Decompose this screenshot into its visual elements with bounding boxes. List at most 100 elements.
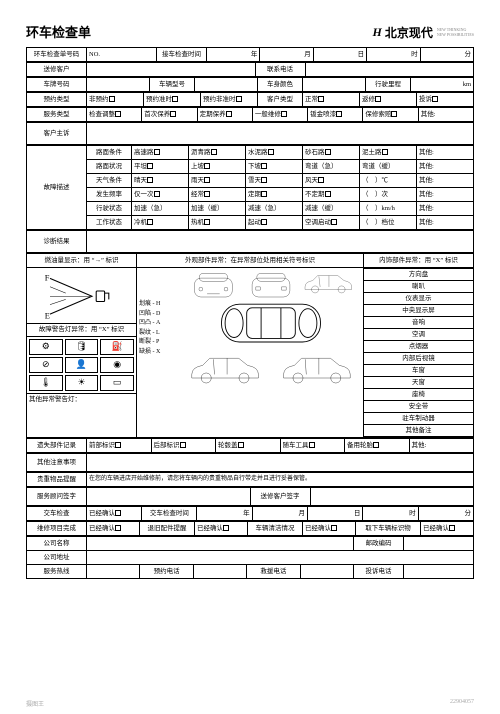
fault-opt[interactable]: 减速（缓）	[303, 202, 360, 216]
svg-text:F: F	[45, 274, 50, 283]
fault-opt[interactable]: （ ）次	[360, 188, 417, 202]
brand-sub: NEW THINKING NEW POSSIBILITIES	[437, 28, 474, 37]
interior-item[interactable]: 方向盘	[364, 269, 473, 281]
interior-item[interactable]: 空调	[364, 329, 473, 341]
fuel-gauge[interactable]: F E	[27, 268, 136, 324]
interior-item[interactable]: 天窗	[364, 377, 473, 389]
fault-opt[interactable]: 弯道（缓）	[360, 160, 417, 174]
fault-opt[interactable]: 不定期	[303, 188, 360, 202]
row-deliver: 交车检查 已经确认 交车检查时间 年 月 日 时 分	[26, 506, 474, 521]
fault-opt[interactable]: 定期	[246, 188, 303, 202]
engine-icon: ⚙	[29, 339, 63, 355]
fault-opt[interactable]: 其他:	[417, 160, 474, 174]
fault-opt[interactable]: 水泥路	[246, 146, 303, 160]
brake-icon: ⊘	[29, 357, 63, 373]
fault-opt[interactable]: 减速（急）	[246, 202, 303, 216]
fault-opt[interactable]: 晴天	[132, 174, 189, 188]
fault-opt[interactable]: 其他:	[417, 188, 474, 202]
header: 环车检查单 H 北京现代 NEW THINKING NEW POSSIBILIT…	[26, 22, 474, 41]
other-warn[interactable]: 其他异常警告灯：	[27, 393, 136, 407]
battery-icon: ▭	[100, 375, 134, 391]
phone-field[interactable]	[305, 63, 474, 77]
fault-opt[interactable]: 加速（急）	[132, 202, 189, 216]
inspection-area: 燃油量显示：用 “→” 标识 外观部件异常：在异常部位处用相关符号标识 内饰部件…	[26, 253, 474, 438]
hyundai-logo-icon: H	[372, 25, 380, 40]
car-svg	[181, 270, 361, 405]
row-docno: 环车检查单号码 NO. 接车检查时间 年 月 日 时 分	[26, 47, 474, 62]
car-diagrams[interactable]: 划痕 - H凹陷 - D凹凸 - A裂纹 - L断裂 - P缺损 - X	[137, 268, 364, 438]
fault-opt[interactable]: 起动	[246, 216, 303, 230]
fault-opt[interactable]: 风天	[303, 174, 360, 188]
interior-item[interactable]: 中央显示屏	[364, 305, 473, 317]
interior-item[interactable]: 点烟器	[364, 341, 473, 353]
fault-opt[interactable]: 其他:	[417, 146, 474, 160]
interior-item[interactable]: 喇叭	[364, 281, 473, 293]
row-sign: 服务顾问签字 送修客户签字	[26, 487, 474, 506]
interior-item[interactable]: 安全带	[364, 401, 473, 413]
row-booking-type: 预约类型 非预约 预约准时 预约非准时 客户类型 正常 返修 投诉	[26, 92, 474, 107]
diagnosis-field[interactable]	[87, 231, 474, 253]
row-complaint: 客户主诉	[26, 122, 474, 145]
damage-legend: 划痕 - H凹陷 - D凹凸 - A裂纹 - L断裂 - P缺损 - X	[139, 270, 177, 405]
brand: H 北京现代 NEW THINKING NEW POSSIBILITIES	[372, 24, 474, 41]
fault-opt[interactable]: 仅一次	[132, 188, 189, 202]
left-panel: F E 故障警告灯异常：用 “X” 标识 ⚙🛢⛽ ⊘👤◉ 🌡☀▭	[27, 268, 137, 438]
watermark-footer: 摄图王22904057	[26, 699, 474, 708]
fault-row-head: 路面条件	[87, 146, 132, 160]
fault-grid: 故障描述路面条件高速路沥青路水泥路砂石路泥土路其他:路面状况平坦上坡下坡弯道（急…	[26, 145, 474, 230]
svg-text:E: E	[45, 311, 50, 320]
row-company: 公司名称 邮政编码 公司地址 服务热线 预约电话 救援电话 投诉电话	[26, 536, 474, 579]
remind-field[interactable]	[87, 454, 474, 472]
fault-opt[interactable]: 泥土路	[360, 146, 417, 160]
fault-row-head: 行驶状态	[87, 202, 132, 216]
fault-opt[interactable]: 冷机	[132, 216, 189, 230]
warning-lights[interactable]: ⚙🛢⛽ ⊘👤◉ 🌡☀▭	[27, 337, 136, 393]
row-final: 维修项目完成已经确认 退旧配件提醒已经确认 车辆清洁情况已经确认 取下车辆标识物…	[26, 521, 474, 536]
interior-item[interactable]: 其他备注	[364, 425, 473, 437]
fault-opt[interactable]: 高速路	[132, 146, 189, 160]
fault-opt[interactable]: 经常	[189, 188, 246, 202]
fault-opt[interactable]: 沥青路	[189, 146, 246, 160]
fault-opt[interactable]: 空调启动	[303, 216, 360, 230]
fault-opt[interactable]: （ ）℃	[360, 174, 417, 188]
fault-opt[interactable]: 砂石路	[303, 146, 360, 160]
interior-item[interactable]: 座椅	[364, 389, 473, 401]
airbag-icon: ◉	[100, 357, 134, 373]
complaint-field[interactable]	[87, 123, 474, 145]
fault-opt[interactable]: 其他:	[417, 216, 474, 230]
fault-row-head: 工作状态	[87, 216, 132, 230]
fault-row-head: 天气条件	[87, 174, 132, 188]
fault-row-head: 路面状况	[87, 160, 132, 174]
interior-item[interactable]: 车窗	[364, 365, 473, 377]
fault-opt[interactable]: （ ）档位	[360, 216, 417, 230]
light-icon: ☀	[65, 375, 99, 391]
interior-item[interactable]: 音响	[364, 317, 473, 329]
fault-opt[interactable]: 其他:	[417, 202, 474, 216]
fault-opt[interactable]: 加速（缓）	[189, 202, 246, 216]
fault-opt[interactable]: 其他:	[417, 174, 474, 188]
interior-item[interactable]: 驻车制动器	[364, 413, 473, 425]
row-lost: 遗失部件记录 前部标识 后部标识 轮毂盖 随车工具 备用轮胎 其他:	[26, 438, 474, 453]
interior-item[interactable]: 内部后视镜	[364, 353, 473, 365]
interior-item[interactable]: 仪表显示	[364, 293, 473, 305]
docno-field[interactable]: NO.	[87, 48, 157, 62]
fault-opt[interactable]: 雪天	[246, 174, 303, 188]
fault-opt[interactable]: 弯道（急）	[303, 160, 360, 174]
row-valuables: 贵重物品提醒 在您的车辆进店开始维修前，请您将车辆内的贵重物品自行带走并且进行妥…	[26, 472, 474, 487]
fault-row-head: 发生频率	[87, 188, 132, 202]
temp-icon: 🌡	[29, 375, 63, 391]
fault-side: 故障描述	[27, 146, 87, 230]
recv-label: 接车检查时间	[157, 48, 207, 62]
fault-opt[interactable]: 上坡	[189, 160, 246, 174]
fault-opt[interactable]: 雨天	[189, 174, 246, 188]
fault-opt[interactable]: （ ）km/h	[360, 202, 417, 216]
customer-field[interactable]	[87, 63, 256, 77]
fuel-icon: ⛽	[100, 339, 134, 355]
oil-icon: 🛢	[65, 339, 99, 355]
docno-label: 环车检查单号码	[27, 48, 87, 62]
row-service-type: 服务类型 检查调整 首次保养 定期保养 一般维修 钣金喷漆 保修索赔 其他:	[26, 107, 474, 122]
fault-opt[interactable]: 下坡	[246, 160, 303, 174]
fault-opt[interactable]: 热机	[189, 216, 246, 230]
row-customer: 送修客户 联系电话	[26, 62, 474, 77]
fault-opt[interactable]: 平坦	[132, 160, 189, 174]
